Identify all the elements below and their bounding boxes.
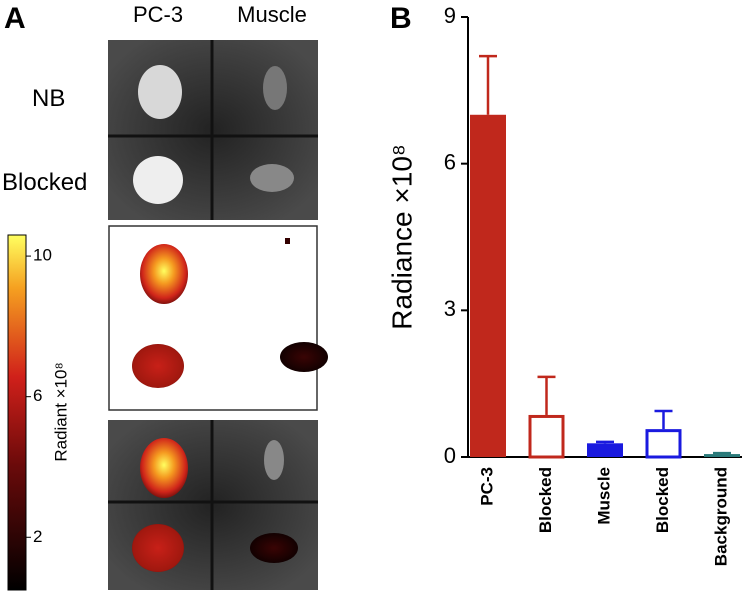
- y-tick-label: 6: [444, 149, 456, 174]
- signal: [140, 438, 188, 498]
- colorbar-tick-label: 10: [33, 246, 52, 265]
- panel-label: B: [390, 2, 412, 35]
- signal: [280, 342, 328, 372]
- signal: [140, 244, 188, 304]
- column-label: Muscle: [237, 2, 307, 27]
- y-axis-label: Radiance ×10⁸: [386, 144, 417, 329]
- tissue: [263, 66, 287, 110]
- signal: [250, 533, 298, 563]
- colorbar: [7, 234, 27, 591]
- signal: [132, 524, 184, 572]
- colorbar-tick-label: 2: [33, 527, 42, 546]
- bar: [704, 454, 740, 457]
- colorbar-tick-label: 6: [33, 386, 42, 405]
- tissue: [264, 440, 284, 480]
- column-label: PC-3: [133, 2, 183, 27]
- y-tick-label: 0: [444, 443, 456, 468]
- signal-map: [108, 225, 318, 411]
- x-tick-label: PC-3: [477, 467, 496, 506]
- bar: [587, 443, 623, 457]
- tissue: [250, 164, 294, 192]
- panel-a: A PC-3 Muscle NB Blocked Radiant ×10⁸: [2, 2, 328, 591]
- y-tick-label: 3: [444, 296, 456, 321]
- x-tick-label: Muscle: [594, 467, 613, 525]
- signal: [132, 344, 184, 388]
- colorbar-label: Radiant ×10⁸: [51, 362, 70, 461]
- row-label: NB: [32, 85, 65, 112]
- y-tick-label: 9: [444, 3, 456, 28]
- row-label: Blocked: [2, 169, 87, 196]
- signal: [285, 238, 290, 244]
- bar: [528, 414, 565, 459]
- x-tick-label: Blocked: [653, 467, 672, 533]
- tissue: [133, 156, 183, 204]
- x-tick-label: Blocked: [536, 467, 555, 533]
- tissue: [138, 65, 182, 119]
- panel-label: A: [4, 2, 26, 35]
- bar: [645, 429, 682, 459]
- x-tick-label: Background: [711, 467, 730, 566]
- bar: [470, 114, 506, 458]
